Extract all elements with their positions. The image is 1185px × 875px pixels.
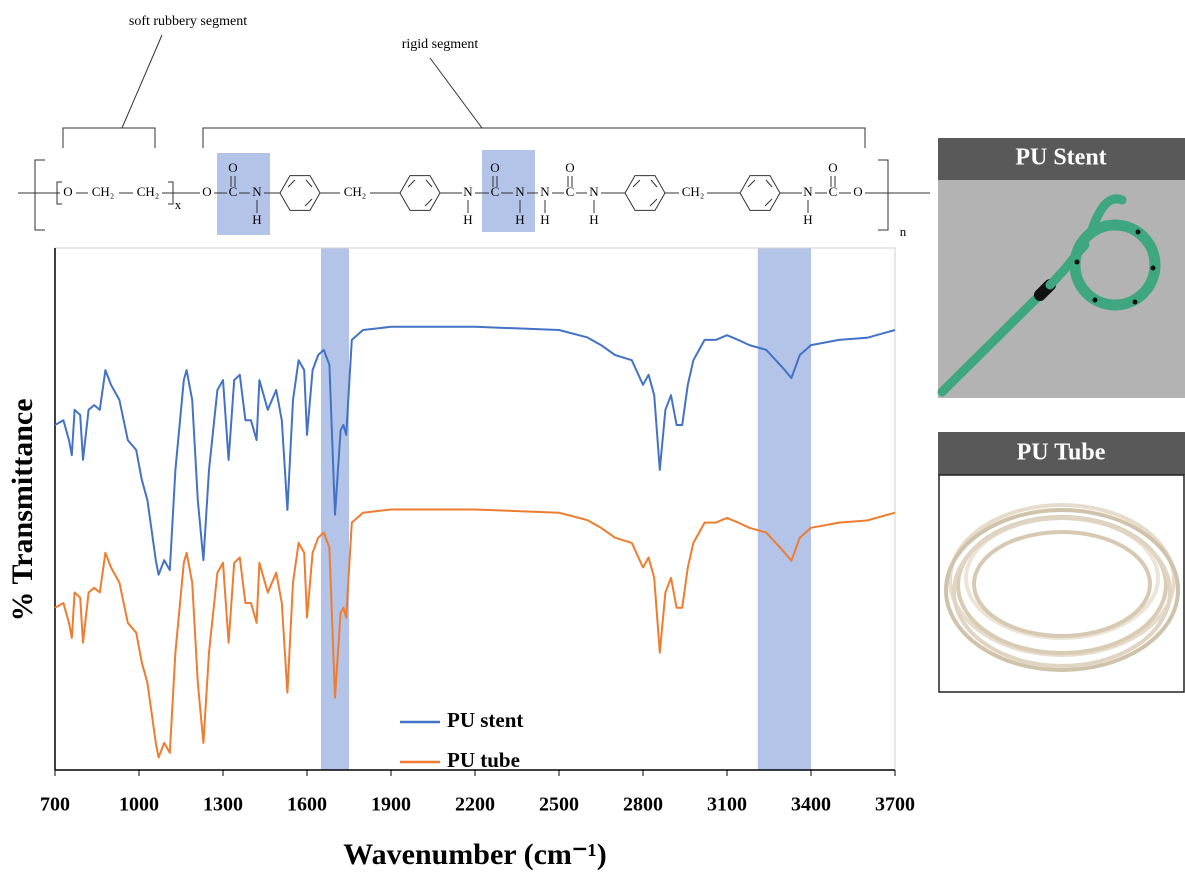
bracket — [34, 159, 889, 231]
atom: C — [566, 184, 575, 199]
highlight-band — [757, 248, 811, 770]
atom: N — [515, 184, 525, 199]
atom: H — [540, 212, 549, 227]
benzene-ring — [279, 175, 321, 211]
atom: n — [900, 224, 907, 239]
stent-shaft — [937, 285, 1050, 397]
x-axis-label: Wavenumber (cm⁻¹) — [343, 838, 606, 871]
atom: H — [252, 212, 261, 227]
atom: CH₂ — [682, 184, 705, 199]
benzene-ring — [399, 175, 441, 211]
ring-bond — [632, 179, 658, 207]
atom: N — [589, 184, 599, 199]
series-line — [54, 325, 896, 576]
segment-bracket — [62, 34, 866, 148]
atom: C — [491, 184, 500, 199]
ring-bond — [747, 179, 773, 207]
atom: O — [853, 184, 862, 199]
highlight — [482, 150, 535, 232]
x-tick-label: 3100 — [707, 794, 747, 816]
atom: O — [202, 184, 211, 199]
stent-coil — [1069, 219, 1161, 311]
atom: H — [515, 212, 524, 227]
atom: O — [828, 160, 837, 175]
x-tick-label: 1300 — [203, 794, 243, 816]
plot: 700 1000 1300 1600 1900 2200 2500 2800 3100 3400 3… — [40, 247, 915, 816]
x-tick-label: 1600 — [287, 794, 327, 816]
benzene-ring — [624, 175, 666, 211]
panel-header — [938, 432, 1185, 475]
x-tick-label: 700 — [40, 794, 70, 816]
series-line — [54, 508, 896, 759]
atom: H — [803, 212, 812, 227]
panel-title: PU Stent — [1015, 145, 1106, 171]
atom: N — [463, 184, 473, 199]
atom: H — [463, 212, 472, 227]
atom: O — [63, 184, 72, 199]
x-tick-label: 2800 — [623, 794, 663, 816]
structure — [18, 34, 930, 231]
ring-bond — [287, 179, 313, 207]
x-tick-label: 1000 — [119, 794, 159, 816]
atom: x — [175, 197, 182, 212]
soft-segment-label: soft rubbery segment — [129, 14, 247, 29]
atom: O — [228, 160, 237, 175]
atom: N — [252, 184, 262, 199]
atom: CH₂ — [344, 184, 367, 199]
atom: CH₂ — [92, 184, 115, 199]
x-tick-label: 2500 — [539, 794, 579, 816]
ring-bond — [407, 179, 433, 207]
rigid-segment-label: rigid segment — [402, 37, 479, 52]
x-tick-label: 3700 — [875, 794, 915, 816]
atom: O — [565, 160, 574, 175]
legend-label: PU tube — [447, 748, 520, 772]
atom: CH₂ — [137, 184, 160, 199]
atom: O — [490, 160, 499, 175]
x-tick-label: 2200 — [455, 794, 495, 816]
x-tick-label: 1900 — [371, 794, 411, 816]
benzene-ring — [739, 175, 781, 211]
legend-label: PU stent — [447, 708, 523, 732]
atom: H — [589, 212, 598, 227]
y-axis-label: % Transmittance — [6, 398, 39, 621]
x-tick-label: 3400 — [791, 794, 831, 816]
atom: N — [803, 184, 813, 199]
atom: N — [540, 184, 550, 199]
panel-header — [938, 138, 1185, 180]
highlight — [217, 153, 270, 235]
panel-title: PU Tube — [1017, 440, 1106, 466]
stent-drawing — [937, 194, 1161, 397]
tube-drawing — [944, 503, 1180, 672]
atom: C — [829, 184, 838, 199]
stent-tip — [1085, 194, 1127, 240]
atom: C — [229, 184, 238, 199]
